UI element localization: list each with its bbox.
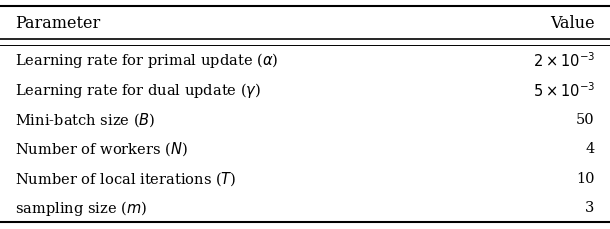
Text: Learning rate for dual update ($\gamma$): Learning rate for dual update ($\gamma$) (15, 80, 262, 99)
Text: Number of local iterations ($T$): Number of local iterations ($T$) (15, 169, 237, 187)
Text: 50: 50 (576, 112, 595, 126)
Text: Parameter: Parameter (15, 15, 101, 32)
Text: 10: 10 (576, 171, 595, 185)
Text: sampling size ($m$): sampling size ($m$) (15, 198, 147, 217)
Text: Learning rate for primal update ($\alpha$): Learning rate for primal update ($\alpha… (15, 51, 279, 70)
Text: Mini-batch size ($B$): Mini-batch size ($B$) (15, 110, 156, 128)
Text: 4: 4 (586, 142, 595, 156)
Text: 3: 3 (586, 200, 595, 214)
Text: Value: Value (550, 15, 595, 32)
Text: $2 \times 10^{-3}$: $2 \times 10^{-3}$ (533, 51, 595, 70)
Text: Number of workers ($N$): Number of workers ($N$) (15, 140, 188, 158)
Text: $5 \times 10^{-3}$: $5 \times 10^{-3}$ (533, 81, 595, 99)
